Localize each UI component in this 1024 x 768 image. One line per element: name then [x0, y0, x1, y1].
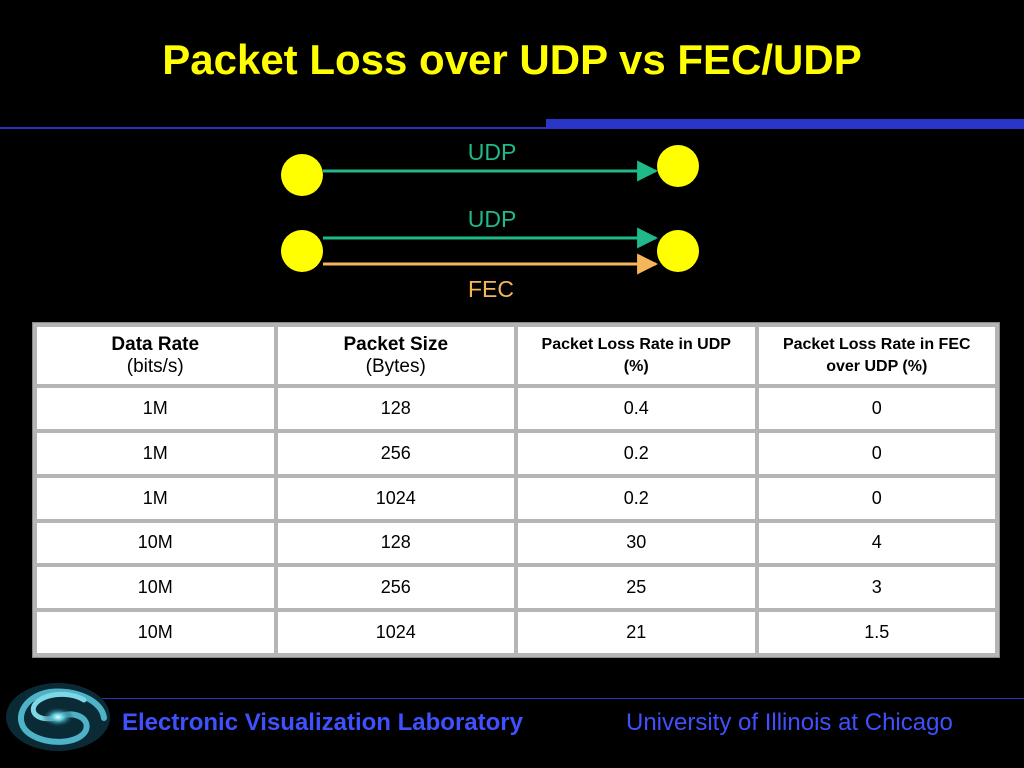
- cell-packet-size: 128: [277, 522, 514, 564]
- cell-data-rate: 10M: [37, 567, 274, 609]
- table-row: 1M 256 0.2 0: [37, 432, 995, 474]
- title-divider-thin: [0, 127, 548, 129]
- cell-loss-fec: 0: [758, 432, 995, 474]
- footer-university-name: University of Illinois at Chicago: [626, 709, 953, 736]
- table-row: 1M 128 0.4 0: [37, 388, 995, 429]
- cell-data-rate: 1M: [37, 388, 274, 429]
- cell-packet-size: 128: [277, 388, 514, 429]
- udp-label-bottom: UDP: [468, 206, 517, 232]
- cell-loss-udp: 30: [518, 522, 755, 564]
- table-row: 1M 1024 0.2 0: [37, 477, 995, 519]
- table-row: 10M 256 25 3: [37, 567, 995, 609]
- header-data-rate-main: Data Rate: [111, 333, 200, 355]
- title-divider-thick: [546, 119, 1024, 129]
- source-node-bottom: [281, 230, 323, 272]
- cell-loss-fec: 3: [758, 567, 995, 609]
- dest-node-top: [657, 145, 699, 187]
- header-loss-udp: Packet Loss Rate in UDP (%): [518, 327, 755, 385]
- cell-loss-udp: 0.2: [518, 477, 755, 519]
- header-packet-size: Packet Size (Bytes): [277, 327, 514, 385]
- cell-data-rate: 1M: [37, 477, 274, 519]
- dest-node-bottom: [657, 230, 699, 272]
- slide-title: Packet Loss over UDP vs FEC/UDP: [162, 36, 862, 83]
- cell-loss-fec: 1.5: [758, 612, 995, 653]
- cell-packet-size: 1024: [277, 612, 514, 653]
- fec-label-bottom: FEC: [468, 276, 514, 302]
- header-packet-size-unit: (Bytes): [365, 355, 426, 377]
- table-row: 10M 128 30 4: [37, 522, 995, 564]
- header-data-rate: Data Rate (bits/s): [37, 327, 274, 385]
- cell-loss-fec: 4: [758, 522, 995, 564]
- cell-loss-fec: 0: [758, 477, 995, 519]
- footer-divider: [102, 698, 1024, 699]
- cell-packet-size: 1024: [277, 477, 514, 519]
- udp-label-top: UDP: [468, 139, 517, 165]
- header-loss-fec: Packet Loss Rate in FEC over UDP (%): [758, 327, 995, 385]
- evl-galaxy-logo-icon: [6, 683, 110, 751]
- cell-loss-fec: 0: [758, 388, 995, 429]
- table-row: 10M 1024 21 1.5: [37, 612, 995, 653]
- cell-packet-size: 256: [277, 567, 514, 609]
- footer-lab-name: Electronic Visualization Laboratory: [122, 709, 523, 736]
- cell-packet-size: 256: [277, 432, 514, 474]
- header-packet-size-main: Packet Size: [343, 333, 449, 355]
- cell-data-rate: 10M: [37, 522, 274, 564]
- cell-loss-udp: 0.2: [518, 432, 755, 474]
- cell-loss-udp: 21: [518, 612, 755, 653]
- packet-loss-table: Data Rate (bits/s) Packet Size (Bytes) P…: [32, 322, 1000, 658]
- network-diagram: UDP UDP FEC: [281, 139, 699, 302]
- cell-loss-udp: 25: [518, 567, 755, 609]
- cell-loss-udp: 0.4: [518, 388, 755, 429]
- header-data-rate-unit: (bits/s): [126, 355, 184, 377]
- table-header-row: Data Rate (bits/s) Packet Size (Bytes) P…: [37, 327, 995, 385]
- cell-data-rate: 1M: [37, 432, 274, 474]
- source-node-top: [281, 154, 323, 196]
- cell-data-rate: 10M: [37, 612, 274, 653]
